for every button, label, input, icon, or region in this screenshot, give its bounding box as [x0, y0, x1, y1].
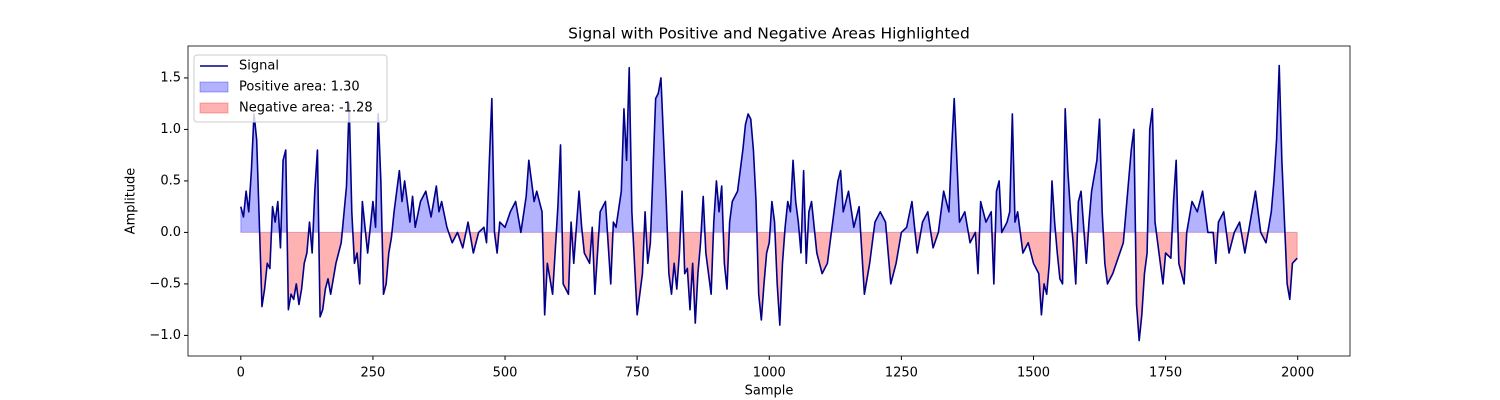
y-axis-label: Amplitude — [124, 168, 139, 235]
x-tick-label: 1250 — [885, 366, 918, 381]
legend: Signal Positive area: 1.30 Negative area: … — [193, 54, 388, 123]
y-tick-label: 1.0 — [160, 122, 181, 137]
x-tick-label: 1750 — [1149, 366, 1182, 381]
x-axis-label: Sample — [745, 384, 794, 399]
y-tick-label: 0.0 — [160, 225, 181, 240]
chart-title: Signal with Positive and Negative Areas … — [568, 25, 970, 43]
x-tick-label: 2000 — [1281, 366, 1314, 381]
legend-label: Signal — [239, 59, 279, 74]
legend-swatch — [199, 81, 229, 93]
legend-swatch — [199, 102, 229, 114]
y-tick-label: −0.5 — [149, 276, 181, 291]
y-tick-label: 1.5 — [160, 70, 181, 85]
plot-frame — [187, 45, 1351, 357]
x-tick-label: 0 — [237, 366, 245, 381]
legend-label: Negative area: -1.28 — [239, 101, 373, 116]
x-tick-label: 1500 — [1017, 366, 1050, 381]
y-tick-label: 0.5 — [160, 173, 181, 188]
x-tick-label: 1000 — [753, 366, 786, 381]
legend-label: Positive area: 1.30 — [239, 80, 360, 95]
x-tick-label: 750 — [625, 366, 650, 381]
legend-box — [193, 54, 388, 123]
x-tick-label: 500 — [493, 366, 518, 381]
y-tick-label: −1.0 — [149, 328, 181, 343]
signal-line — [240, 64, 1298, 342]
x-tick-label: 250 — [361, 366, 386, 381]
